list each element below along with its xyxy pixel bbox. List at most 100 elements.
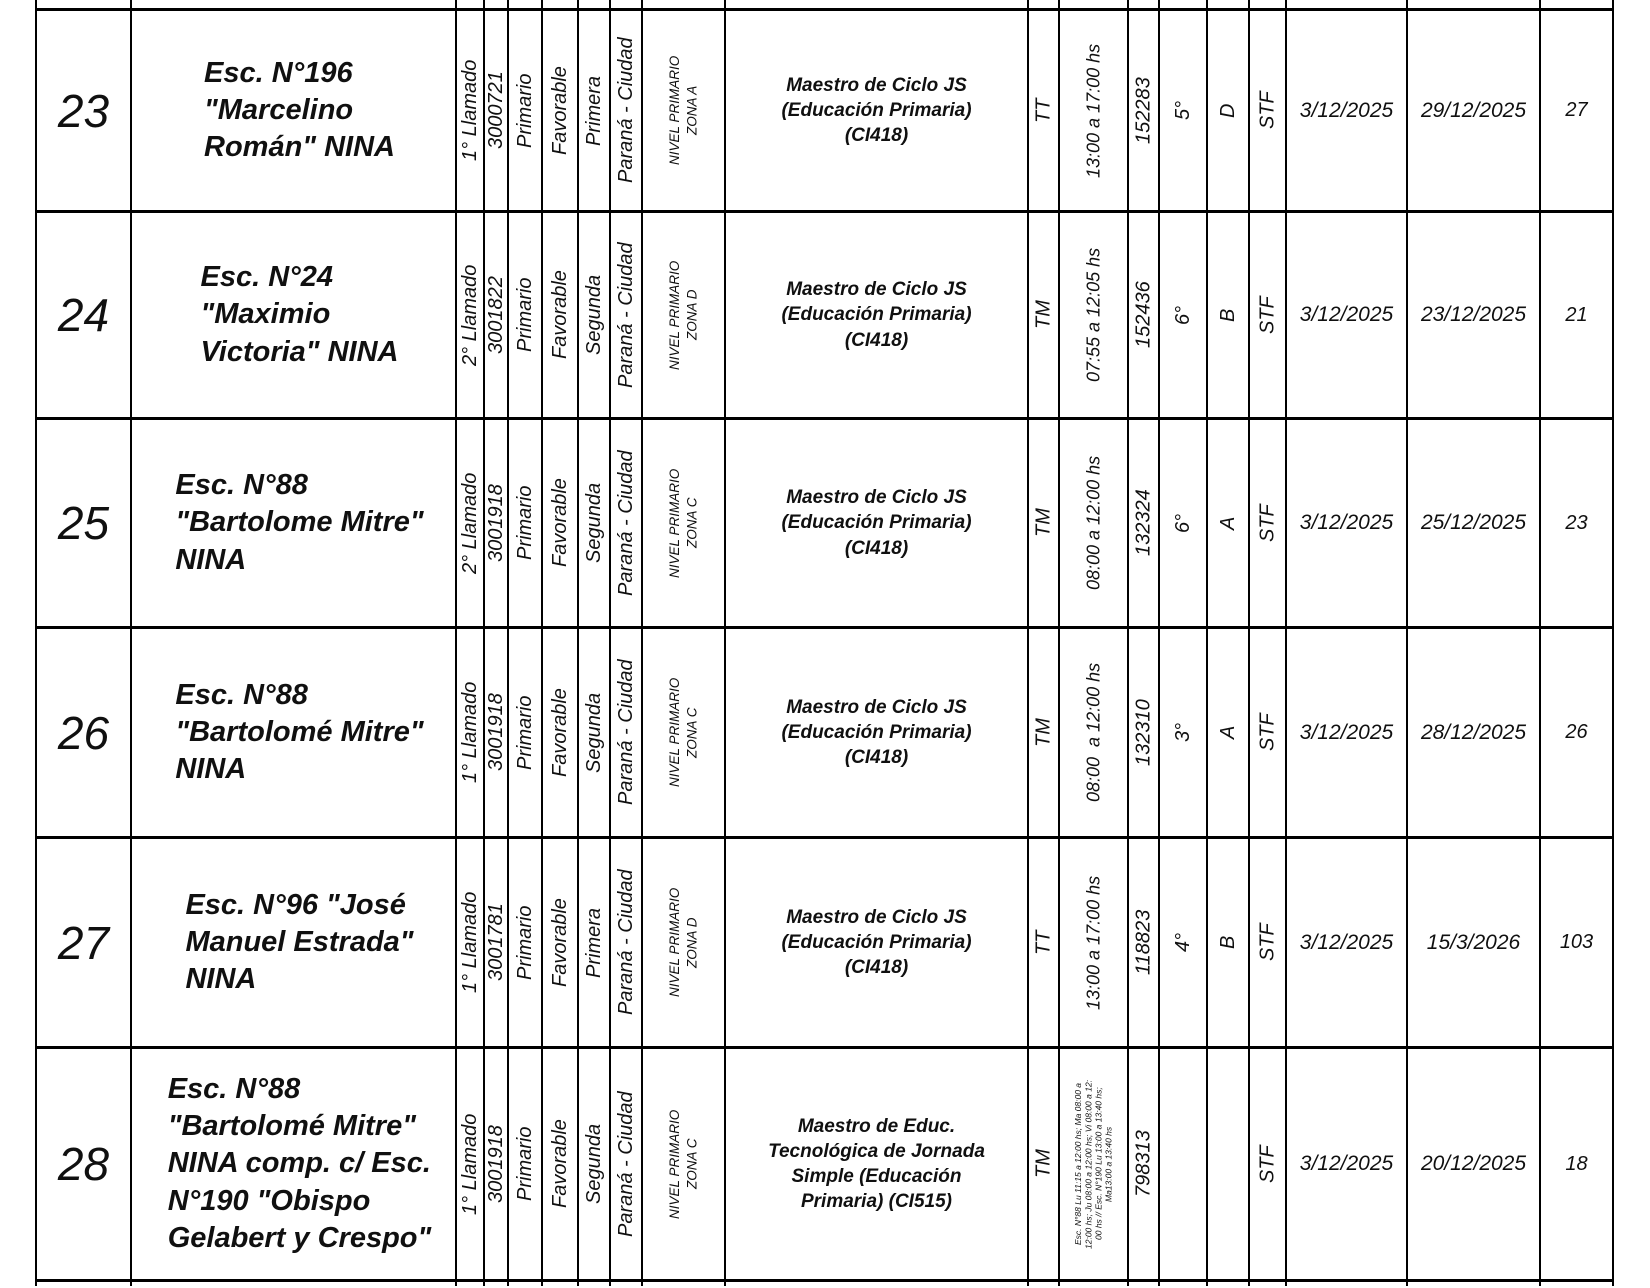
lugar-cell: Paraná - Ciudad [610, 213, 642, 417]
fecha-hasta-cell: 28/12/2025 [1407, 629, 1540, 836]
school-code-cell: 3001918 [484, 629, 508, 836]
turno-cell: TT [1028, 11, 1059, 210]
cargo-cell: Maestro de Ciclo JS (Educación Primaria)… [725, 213, 1028, 417]
turno-cell: TM [1028, 420, 1059, 626]
codigo-cargo-cell: 132324 [1128, 420, 1159, 626]
caracter-cell: STF [1249, 629, 1286, 836]
fecha-hasta-cell: 25/12/2025 [1407, 420, 1540, 626]
turno-cell: TM [1028, 213, 1059, 417]
fecha-desde-cell: 3/12/2025 [1286, 213, 1407, 417]
dias-cell: 26 [1540, 629, 1613, 836]
seccion-cell: D [1207, 11, 1249, 210]
turno-cell: TM [1028, 1049, 1059, 1279]
horario-cell: 08:00 a 12:00 hs [1059, 420, 1128, 626]
school-name-cell: Esc. N°88 "Bartolomé Mitre" NINA [131, 629, 456, 836]
zona-cell: NIVEL PRIMARIO ZONA C [642, 420, 725, 626]
zona-cell: NIVEL PRIMARIO ZONA D [642, 839, 725, 1046]
dictamen-cell: Favorable [542, 11, 578, 210]
row-number-cell: 27 [36, 839, 131, 1046]
caracter-cell: STF [1249, 11, 1286, 210]
categoria-cell: Segunda [578, 213, 610, 417]
zona-cell: NIVEL PRIMARIO ZONA C [642, 1049, 725, 1279]
cargo-cell: Maestro de Ciclo JS (Educación Primaria)… [725, 420, 1028, 626]
categoria-cell: Segunda [578, 629, 610, 836]
fecha-hasta-cell: 23/12/2025 [1407, 213, 1540, 417]
turno-cell: TT [1028, 839, 1059, 1046]
dictamen-cell: Favorable [542, 629, 578, 836]
table-row-28: 28 Esc. N°88 "Bartolomé Mitre" NINA comp… [36, 1046, 1613, 1279]
cargo-cell: Maestro de Ciclo JS (Educación Primaria)… [725, 11, 1028, 210]
table-row-26: 26 Esc. N°88 "Bartolomé Mitre" NINA 1° L… [36, 626, 1613, 836]
seccion-cell [1207, 1049, 1249, 1279]
zona-cell: NIVEL PRIMARIO ZONA C [642, 629, 725, 836]
zona-cell: NIVEL PRIMARIO ZONA D [642, 213, 725, 417]
seccion-cell: B [1207, 213, 1249, 417]
caracter-cell: STF [1249, 420, 1286, 626]
lugar-cell: Paraná - Ciudad [610, 839, 642, 1046]
nivel-cell: Primario [508, 1049, 542, 1279]
horario-cell: 13:00 a 17:00 hs [1059, 11, 1128, 210]
lugar-cell: Paraná - Ciudad [610, 1049, 642, 1279]
row-number-cell: 26 [36, 629, 131, 836]
fecha-desde-cell: 3/12/2025 [1286, 1049, 1407, 1279]
dias-cell: 103 [1540, 839, 1613, 1046]
codigo-cargo-cell: 152436 [1128, 213, 1159, 417]
codigo-cargo-cell: 798313 [1128, 1049, 1159, 1279]
fecha-hasta-cell: 29/12/2025 [1407, 11, 1540, 210]
dictamen-cell: Favorable [542, 839, 578, 1046]
grado-cell: 4° [1159, 839, 1207, 1046]
nivel-cell: Primario [508, 11, 542, 210]
dias-cell: 23 [1540, 420, 1613, 626]
cargo-cell: Maestro de Educ. Tecnológica de Jornada … [725, 1049, 1028, 1279]
grado-cell: 6° [1159, 420, 1207, 626]
school-code-cell: 3001918 [484, 1049, 508, 1279]
assignments-table: 23 Esc. N°196 "Marcelino Román" NINA 1° … [35, 0, 1614, 1286]
school-name-cell: Esc. N°96 "José Manuel Estrada" NINA [131, 839, 456, 1046]
dictamen-cell: Favorable [542, 1049, 578, 1279]
partial-row-top [36, 0, 1613, 8]
school-code-cell: 3000721 [484, 11, 508, 210]
row-number-cell: 24 [36, 213, 131, 417]
table-row-23: 23 Esc. N°196 "Marcelino Román" NINA 1° … [36, 8, 1613, 210]
horario-cell: Esc. N°88 Lu 11:15 a 12:00 hs; Ma 08:00 … [1059, 1049, 1128, 1279]
fecha-desde-cell: 3/12/2025 [1286, 11, 1407, 210]
partial-row-bottom [36, 1279, 1613, 1286]
dias-cell: 18 [1540, 1049, 1613, 1279]
table-row-27: 27 Esc. N°96 "José Manuel Estrada" NINA … [36, 836, 1613, 1046]
school-code-cell: 3001781 [484, 839, 508, 1046]
caracter-cell: STF [1249, 839, 1286, 1046]
llamado-cell: 1° Llamado [456, 11, 484, 210]
school-name-cell: Esc. N°88 "Bartolomé Mitre" NINA comp. c… [131, 1049, 456, 1279]
grado-cell: 3° [1159, 629, 1207, 836]
llamado-cell: 1° Llamado [456, 1049, 484, 1279]
horario-cell: 13:00 a 17:00 hs [1059, 839, 1128, 1046]
zona-cell: NIVEL PRIMARIO ZONA A [642, 11, 725, 210]
nivel-cell: Primario [508, 839, 542, 1046]
nivel-cell: Primario [508, 629, 542, 836]
school-name-cell: Esc. N°24 "Maximio Victoria" NINA [131, 213, 456, 417]
dias-cell: 21 [1540, 213, 1613, 417]
llamado-cell: 1° Llamado [456, 629, 484, 836]
school-code-cell: 3001822 [484, 213, 508, 417]
fecha-hasta-cell: 20/12/2025 [1407, 1049, 1540, 1279]
turno-cell: TM [1028, 629, 1059, 836]
row-number-cell: 25 [36, 420, 131, 626]
nivel-cell: Primario [508, 420, 542, 626]
llamado-cell: 2° Llamado [456, 213, 484, 417]
row-number-cell: 23 [36, 11, 131, 210]
fecha-desde-cell: 3/12/2025 [1286, 420, 1407, 626]
categoria-cell: Primera [578, 839, 610, 1046]
seccion-cell: A [1207, 629, 1249, 836]
seccion-cell: A [1207, 420, 1249, 626]
grado-cell: 5° [1159, 11, 1207, 210]
fecha-desde-cell: 3/12/2025 [1286, 839, 1407, 1046]
horario-cell: 08:00 a 12:00 hs [1059, 629, 1128, 836]
caracter-cell: STF [1249, 213, 1286, 417]
llamado-cell: 2° Llamado [456, 420, 484, 626]
fecha-desde-cell: 3/12/2025 [1286, 629, 1407, 836]
dictamen-cell: Favorable [542, 420, 578, 626]
school-name-cell: Esc. N°88 "Bartolome Mitre" NINA [131, 420, 456, 626]
table-row-25: 25 Esc. N°88 "Bartolome Mitre" NINA 2° L… [36, 417, 1613, 626]
lugar-cell: Paraná - Ciudad [610, 11, 642, 210]
llamado-cell: 1° Llamado [456, 839, 484, 1046]
